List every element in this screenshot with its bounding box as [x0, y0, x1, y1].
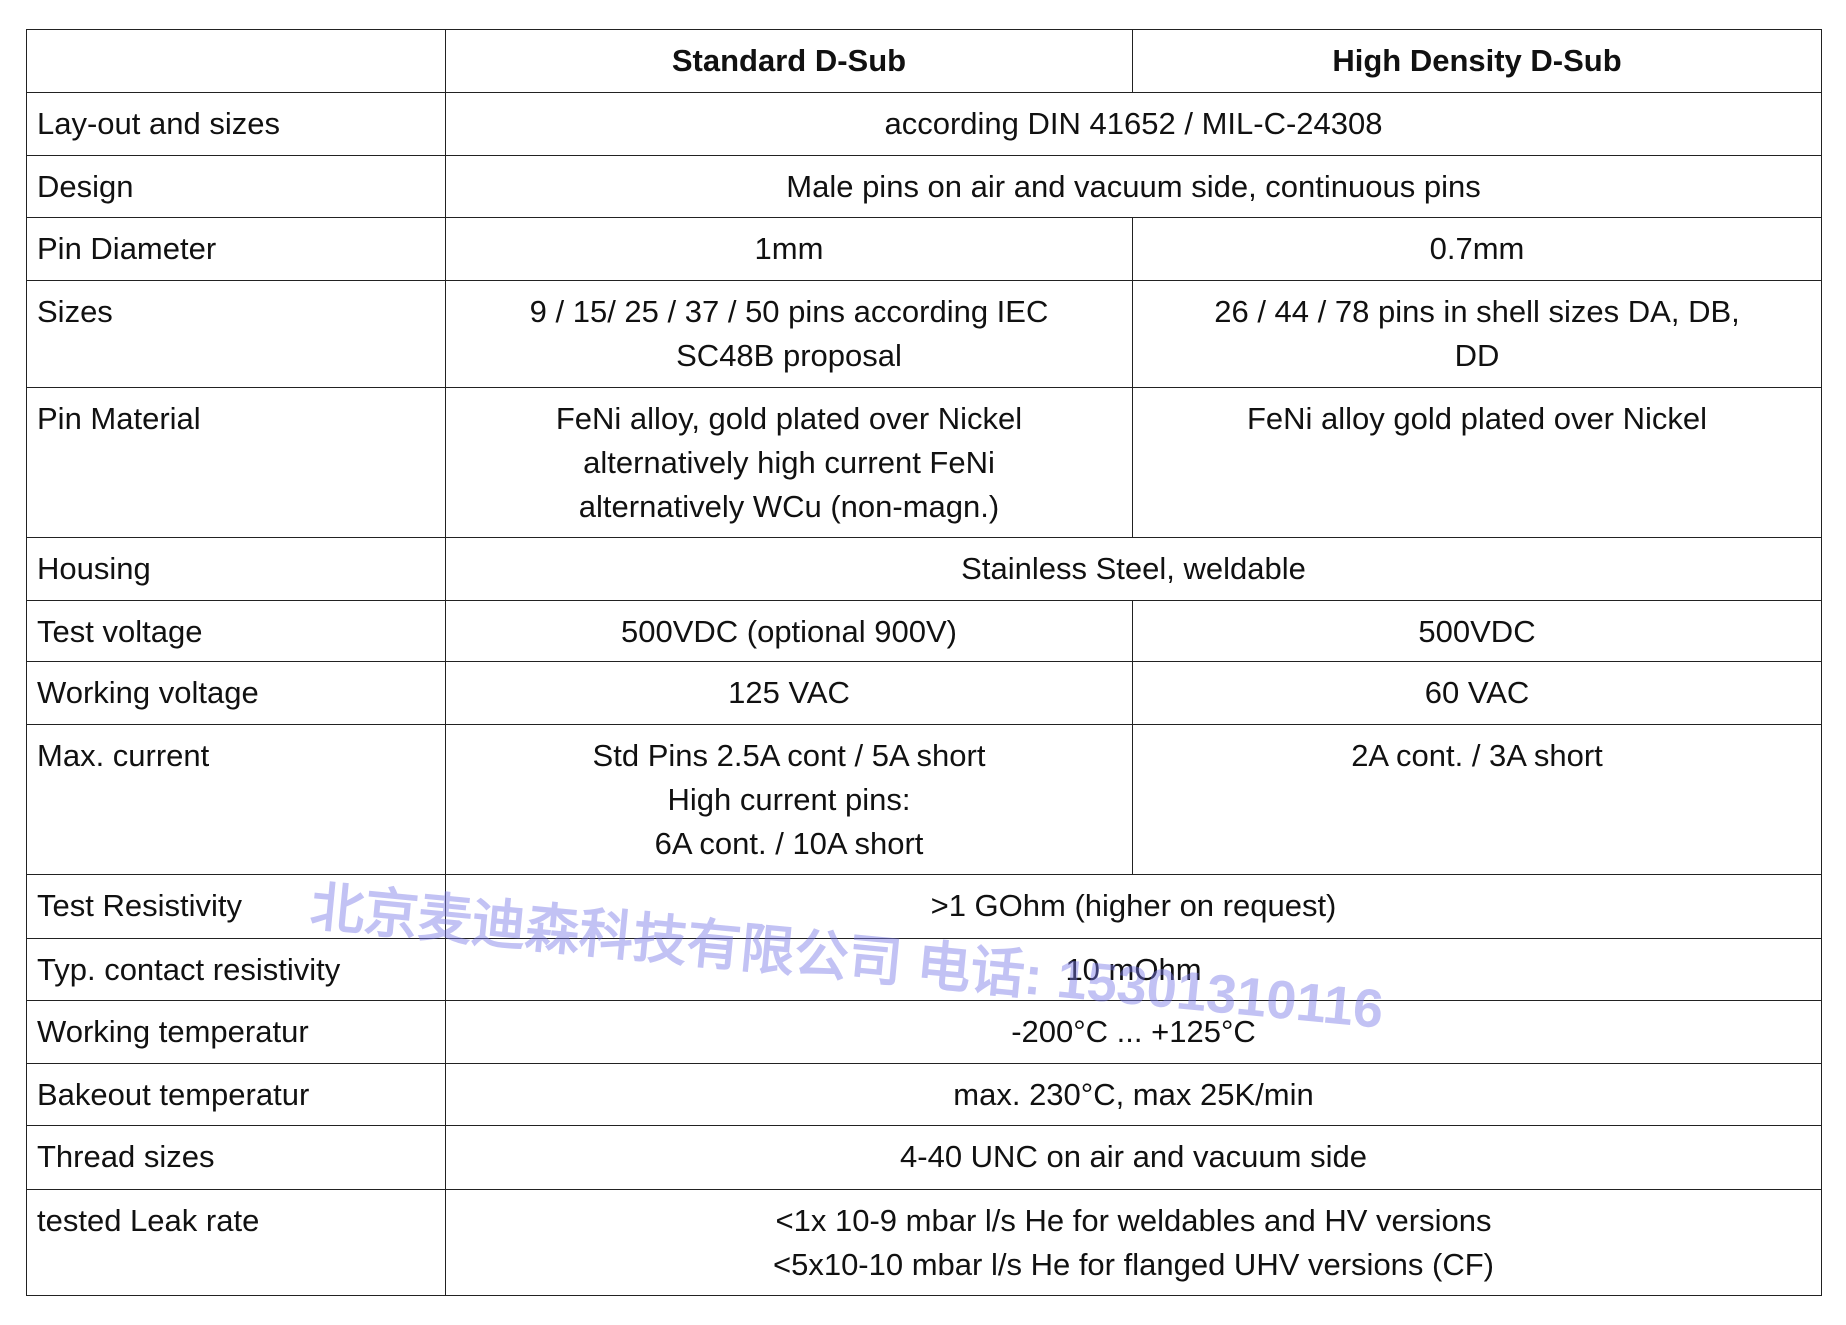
value-standard: 1mm — [445, 217, 1133, 281]
value-both: <1x 10-9 mbar l/s He for weldables and H… — [445, 1189, 1822, 1296]
value-high-density: 500VDC — [1132, 600, 1822, 662]
row-label: Design — [26, 155, 446, 218]
value-both: -200°C ... +125°C — [445, 1000, 1822, 1064]
row-label: Typ. contact resistivity — [26, 938, 446, 1001]
table-row: Thread sizes 4-40 UNC on air and vacuum s… — [26, 1125, 1822, 1190]
row-label: Housing — [26, 537, 446, 601]
specs-table: Standard D-Sub High Density D-Sub Lay-ou… — [26, 29, 1822, 1296]
table-row: Housing Stainless Steel, weldable — [26, 537, 1822, 601]
table-row: Lay-out and sizes according DIN 41652 / M… — [26, 92, 1822, 156]
value-high-density: 26 / 44 / 78 pins in shell sizes DA, DB,… — [1132, 280, 1822, 388]
cell-line: 2A cont. / 3A short — [1351, 738, 1603, 773]
cell-line: 500VDC (optional 900V) — [620, 614, 958, 649]
header-high-density: High Density D-Sub — [1132, 29, 1822, 93]
cell-line: <5x10-10 mbar l/s He for flanged UHV ver… — [772, 1247, 1495, 1282]
table-row: Max. current Std Pins 2.5A cont / 5A shor… — [26, 724, 1822, 875]
table-row: Design Male pins on air and vacuum side, … — [26, 155, 1822, 218]
row-label: Max. current — [26, 724, 446, 875]
value-high-density: 60 VAC — [1132, 661, 1822, 725]
row-label: Test voltage — [26, 600, 446, 662]
cell-line: 6A cont. / 10A short — [654, 826, 924, 861]
value-standard: 500VDC (optional 900V) — [445, 600, 1133, 662]
row-label: Working voltage — [26, 661, 446, 725]
value-both: Stainless Steel, weldable — [445, 537, 1822, 601]
cell-line: Std Pins 2.5A cont / 5A short — [592, 738, 986, 773]
table-row: Pin Material FeNi alloy, gold plated over… — [26, 387, 1822, 538]
value-standard: FeNi alloy, gold plated over Nickel alter… — [445, 387, 1133, 538]
value-high-density: 0.7mm — [1132, 217, 1822, 281]
header-empty — [26, 29, 446, 93]
table-row: Test voltage 500VDC (optional 900V) 500VDC — [26, 600, 1822, 662]
cell-line: 500VDC — [1418, 614, 1536, 649]
row-label: Lay-out and sizes — [26, 92, 446, 156]
row-label: Working temperatur — [26, 1000, 446, 1064]
table-row: Typ. contact resistivity 10 mOhm — [26, 938, 1822, 1001]
row-label: Sizes — [26, 280, 446, 388]
table-row: Working voltage 125 VAC 60 VAC — [26, 661, 1822, 725]
value-both: max. 230°C, max 25K/min — [445, 1063, 1822, 1126]
cell-line: 1mm — [754, 231, 824, 266]
row-label: tested Leak rate — [26, 1189, 446, 1296]
header-standard: Standard D-Sub — [445, 29, 1133, 93]
table-row: Bakeout temperatur max. 230°C, max 25K/mi… — [26, 1063, 1822, 1126]
row-label: Thread sizes — [26, 1125, 446, 1190]
cell-line: alternatively high current FeNi — [583, 445, 995, 480]
value-both: Male pins on air and vacuum side, contin… — [445, 155, 1822, 218]
value-both: 10 mOhm — [445, 938, 1822, 1001]
value-high-density: FeNi alloy gold plated over Nickel — [1132, 387, 1822, 538]
cell-line: FeNi alloy gold plated over Nickel — [1246, 401, 1708, 436]
value-standard: Std Pins 2.5A cont / 5A short High curren… — [445, 724, 1133, 875]
table-row: Sizes 9 / 15/ 25 / 37 / 50 pins according… — [26, 280, 1822, 388]
cell-line: FeNi alloy, gold plated over Nickel — [555, 401, 1023, 436]
cell-line: 60 VAC — [1424, 675, 1530, 710]
cell-line: <1x 10-9 mbar l/s He for weldables and H… — [775, 1203, 1492, 1238]
cell-line: DD — [1454, 338, 1500, 373]
table-row: Working temperatur -200°C ... +125°C — [26, 1000, 1822, 1064]
cell-line: 26 / 44 / 78 pins in shell sizes DA, DB, — [1214, 294, 1740, 329]
cell-line: High current pins: — [667, 782, 911, 817]
value-high-density: 2A cont. / 3A short — [1132, 724, 1822, 875]
header-row: Standard D-Sub High Density D-Sub — [26, 29, 1822, 93]
cell-line: 125 VAC — [728, 675, 850, 710]
row-label: Test Resistivity — [26, 874, 446, 939]
value-both: >1 GOhm (higher on request) — [445, 874, 1822, 939]
cell-line: SC48B proposal — [676, 338, 902, 373]
value-standard: 9 / 15/ 25 / 37 / 50 pins according IEC S… — [445, 280, 1133, 388]
table-row: Test Resistivity >1 GOhm (higher on reque… — [26, 874, 1822, 939]
row-label: Pin Material — [26, 387, 446, 538]
value-both: according DIN 41652 / MIL-C-24308 — [445, 92, 1822, 156]
table-row: tested Leak rate <1x 10-9 mbar l/s He for… — [26, 1189, 1822, 1296]
cell-line: 0.7mm — [1429, 231, 1525, 266]
cell-line: 9 / 15/ 25 / 37 / 50 pins according IEC — [529, 294, 1049, 329]
value-standard: 125 VAC — [445, 661, 1133, 725]
row-label: Pin Diameter — [26, 217, 446, 281]
row-label: Bakeout temperatur — [26, 1063, 446, 1126]
table-row: Pin Diameter 1mm 0.7mm — [26, 217, 1822, 281]
value-both: 4-40 UNC on air and vacuum side — [445, 1125, 1822, 1190]
cell-line: alternatively WCu (non-magn.) — [578, 489, 1000, 524]
